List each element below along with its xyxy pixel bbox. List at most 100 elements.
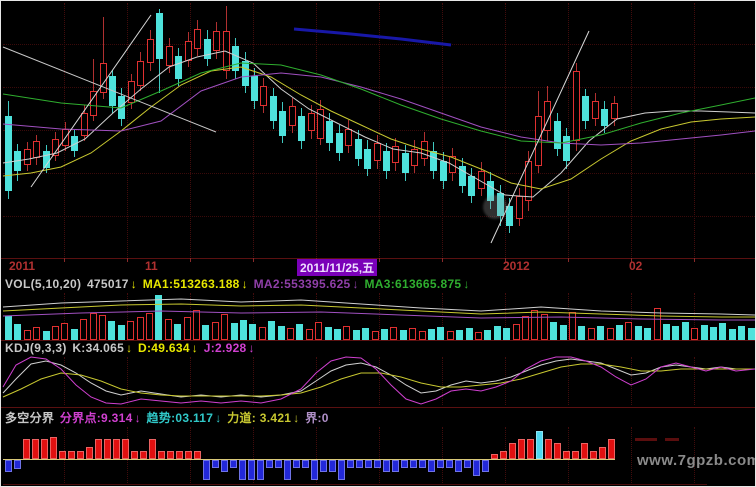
zero-line (3, 459, 615, 460)
axis-label: 2012 (503, 259, 530, 273)
kdj-pane[interactable] (1, 340, 755, 407)
volume-bar-up (287, 328, 294, 340)
volume-bar-up (588, 328, 595, 340)
header-segment: 多空分界 (5, 411, 58, 425)
indicator-bar-down (410, 460, 417, 468)
header-segment: 趋势:03.117 (146, 411, 214, 425)
indicator-bar-up (527, 439, 534, 459)
volume-bar-up (691, 328, 698, 340)
candlestick-pane[interactable] (1, 1, 755, 258)
indicator-bar-down (212, 460, 219, 468)
indicator-bar-up (554, 443, 561, 459)
axis-tick (253, 258, 254, 262)
indicator-bar-up (23, 439, 30, 459)
volume-bar-down (362, 328, 369, 340)
header-segment: VOL(5,10,20) (5, 277, 85, 291)
indicator-bar-down (374, 460, 381, 468)
header-segment: ↓ (191, 341, 202, 355)
indicator-bar-down (356, 460, 363, 468)
indicator-bar-down (428, 460, 435, 472)
indicator-bar-up (158, 451, 165, 459)
volume-pane[interactable] (1, 276, 755, 340)
indicator-bar-up (140, 451, 147, 459)
indicator-bar-down (392, 460, 399, 472)
pane-separator (1, 407, 755, 408)
site-watermark: www.7gpzb.com (637, 452, 756, 469)
volume-bar-down (249, 324, 256, 340)
volume-bar-up (315, 322, 322, 340)
indicator-bar-down (248, 460, 255, 480)
axis-tick (694, 258, 695, 262)
volume-bar-down (296, 324, 303, 340)
header-segment: ↓ (352, 277, 363, 291)
axis-label: 11 (145, 259, 158, 273)
volume-bar-down (268, 321, 275, 340)
indicator-bar-down (239, 460, 246, 480)
grid-vline (442, 427, 443, 483)
indicator-bar-up (185, 451, 192, 459)
header-segment: ↓ (126, 341, 137, 355)
indicator-bar-down (293, 460, 300, 468)
volume-bar-down (381, 329, 388, 340)
volume-header: VOL(5,10,20) 475017 ↓ MA1:513263.188 ↓ MA2… (5, 277, 472, 291)
volume-bar-down (710, 327, 717, 340)
volume-bar-down (240, 320, 247, 340)
volume-bar-down (616, 325, 623, 340)
volume-bar-down (174, 324, 181, 340)
volume-bar-down (325, 327, 332, 340)
volume-bar-down (466, 328, 473, 340)
volume-bar-down (456, 330, 463, 340)
indicator-bar-up (536, 431, 543, 459)
volume-bar-up (24, 330, 31, 340)
volume-bar-down (663, 324, 670, 340)
indicator-pane[interactable] (1, 407, 755, 486)
header-segment: ↓ (215, 411, 226, 425)
volume-bar-up (33, 327, 40, 340)
volume-bar-down (108, 321, 115, 340)
volume-bar-up (127, 321, 134, 340)
indicator-bar-down (275, 460, 282, 468)
volume-bar-down (729, 329, 736, 340)
volume-bar-down (484, 330, 491, 340)
indicator-bar-up (599, 447, 606, 459)
indicator-bar-down (482, 460, 489, 472)
indicator-bar-down (383, 460, 390, 472)
header-segment: ↓ (134, 411, 145, 425)
volume-bar-down (334, 329, 341, 340)
volume-bar-down (682, 322, 689, 340)
volume-bar-down (400, 330, 407, 340)
volume-bar-up (390, 327, 397, 340)
volume-bar-up (52, 326, 59, 340)
volume-bar-down (635, 326, 642, 340)
indicator-bar-down (347, 460, 354, 468)
volume-bar-down (578, 326, 585, 340)
indicator-bar-down (473, 460, 480, 476)
kdj-header: KDJ(9,3,3) K:34.065 ↓ D:49.634 ↓ J:2.928 ↓ (5, 341, 257, 355)
volume-bar-down (560, 325, 567, 340)
indicator-bar-up (572, 451, 579, 459)
indicator-bar-up (149, 439, 156, 459)
volume-bar-down (231, 323, 238, 340)
pane-frame-line (3, 484, 707, 485)
axis-label: 02 (629, 259, 643, 273)
indicator-bar-down (401, 460, 408, 468)
header-segment: 界:0 (305, 411, 329, 425)
volume-bar-up (419, 331, 426, 340)
indicator-bar-up (581, 443, 588, 459)
volume-bar-up (409, 328, 416, 340)
volume-bar-up (343, 326, 350, 340)
indicator-bar-up (59, 451, 66, 459)
volume-bar-down (428, 329, 435, 340)
volume-bar-down (597, 326, 604, 340)
header-segment: 分界点:9.314 (59, 411, 133, 425)
indicator-bar-down (230, 460, 237, 468)
indicator-bar-up (590, 451, 597, 459)
indicator-bar-up (68, 451, 75, 459)
grid-vline (316, 427, 317, 483)
volume-bar-down (748, 328, 755, 340)
indicator-bar-down (455, 460, 462, 472)
volume-bar-up (372, 331, 379, 340)
header-segment: ↓ (130, 277, 141, 291)
volume-bar-down (719, 323, 726, 340)
